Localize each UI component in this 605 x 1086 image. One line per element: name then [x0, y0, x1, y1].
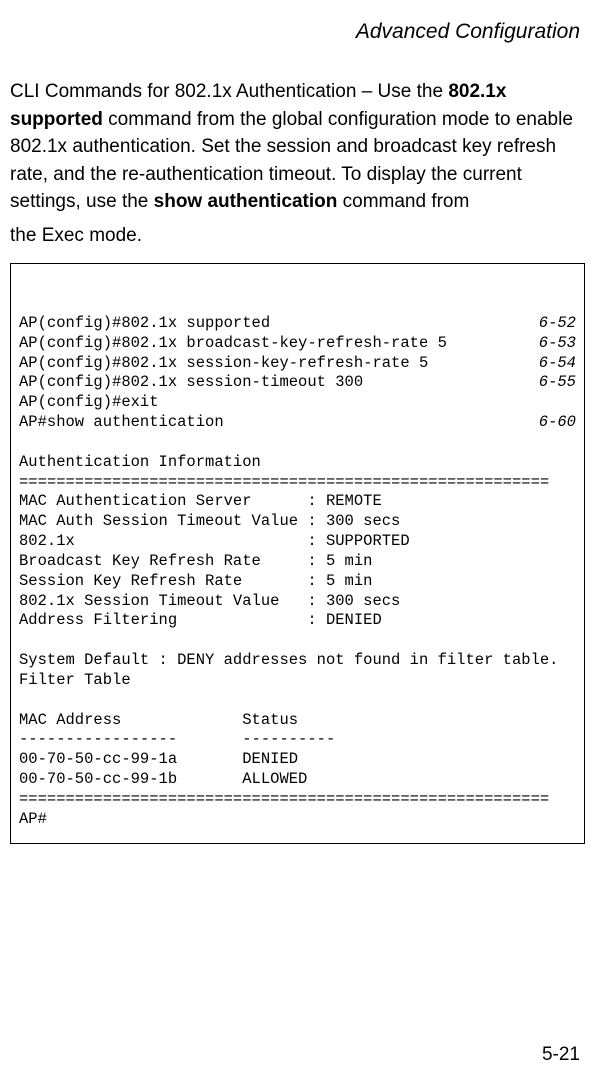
- cli-row: AP(config)#802.1x broadcast-key-refresh-…: [19, 334, 576, 354]
- cli-page-ref: 6-55: [539, 373, 576, 393]
- cli-row: AP(config)#802.1x session-key-refresh-ra…: [19, 354, 576, 374]
- intro-bold2: show authentication: [154, 191, 338, 212]
- cli-command: AP(config)#802.1x session-timeout 300: [19, 373, 363, 393]
- header-title: Advanced Configuration: [356, 20, 580, 43]
- cli-command-rows: AP(config)#802.1x supported6-52AP(config…: [19, 314, 576, 433]
- page-number: 5-21: [10, 1044, 580, 1066]
- cli-row: AP(config)#802.1x supported 6-52: [19, 314, 576, 334]
- cli-output-box: AP(config)#802.1x supported6-52AP(config…: [10, 263, 585, 844]
- cli-body: Authentication Information =============…: [19, 453, 559, 828]
- cli-command: AP(config)#802.1x session-key-refresh-ra…: [19, 354, 428, 374]
- cli-row: AP(config)#802.1x session-timeout 300 6-5…: [19, 373, 576, 393]
- cli-page-ref: 6-53: [539, 334, 576, 354]
- cli-command: AP(config)#802.1x broadcast-key-refresh-…: [19, 334, 447, 354]
- cli-page-ref: 6-52: [539, 314, 576, 334]
- cli-page-ref: 6-54: [539, 354, 576, 374]
- cli-command: AP(config)#802.1x supported: [19, 314, 270, 334]
- cli-command: AP(config)#exit: [19, 393, 159, 413]
- cli-row: AP#show authentication 6-60: [19, 413, 576, 433]
- page-header: Advanced Configuration: [10, 20, 580, 44]
- intro-pre1: CLI Commands for 802.1x Authentication –…: [10, 81, 448, 102]
- cli-row: AP(config)#exit: [19, 393, 576, 413]
- cli-page-ref: 6-60: [539, 413, 576, 433]
- intro-mid2: command from: [337, 191, 469, 212]
- intro-line2: the Exec mode.: [10, 222, 585, 250]
- intro-paragraph: CLI Commands for 802.1x Authentication –…: [10, 78, 585, 249]
- cli-command: AP#show authentication: [19, 413, 224, 433]
- page-number-value: 5-21: [542, 1044, 580, 1065]
